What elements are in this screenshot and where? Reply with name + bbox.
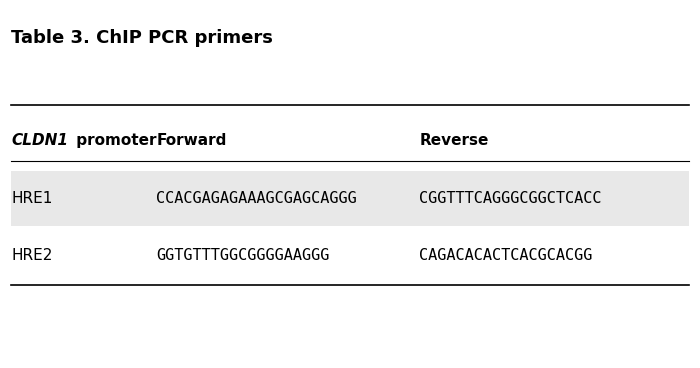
FancyBboxPatch shape <box>11 170 689 226</box>
Text: HRE1: HRE1 <box>11 191 52 206</box>
Text: promoter: promoter <box>71 133 157 148</box>
Text: Forward: Forward <box>156 133 227 148</box>
Text: CCACGAGAGAAAGCGAGCAGGG: CCACGAGAGAAAGCGAGCAGGG <box>156 191 357 206</box>
Text: Table 3. ChIP PCR primers: Table 3. ChIP PCR primers <box>11 29 273 47</box>
Text: CLDN1: CLDN1 <box>11 133 68 148</box>
Text: GGTGTTTGGCGGGGAAGGG: GGTGTTTGGCGGGGAAGGG <box>156 248 330 263</box>
Text: Reverse: Reverse <box>419 133 489 148</box>
Text: CGGTTTCAGGGCGGCTCACC: CGGTTTCAGGGCGGCTCACC <box>419 191 602 206</box>
Text: CAGACACACTCACGCACGG: CAGACACACTCACGCACGG <box>419 248 592 263</box>
Text: HRE2: HRE2 <box>11 248 52 263</box>
